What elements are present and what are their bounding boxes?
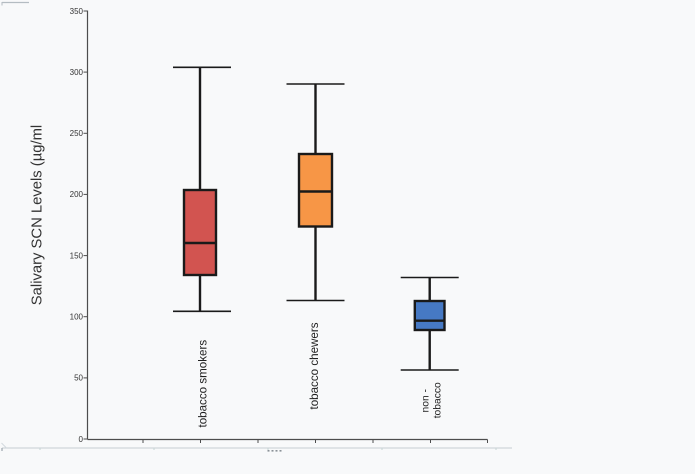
svg-text:100: 100 (70, 313, 84, 322)
svg-text:tobacco chewers: tobacco chewers (308, 322, 321, 409)
svg-text:non -: non - (420, 389, 431, 412)
svg-text:350: 350 (70, 7, 84, 16)
svg-text:300: 300 (70, 68, 84, 77)
svg-text:0: 0 (79, 435, 84, 444)
svg-text:Salivary SCN Levels (µg/ml: Salivary SCN Levels (µg/ml (30, 125, 46, 305)
svg-text:150: 150 (70, 251, 84, 260)
svg-text:250: 250 (70, 129, 84, 138)
svg-text:tobacco: tobacco (433, 382, 444, 418)
svg-text:50: 50 (74, 374, 83, 383)
svg-text:tobacco smokers: tobacco smokers (196, 340, 209, 428)
svg-text:200: 200 (70, 190, 84, 199)
